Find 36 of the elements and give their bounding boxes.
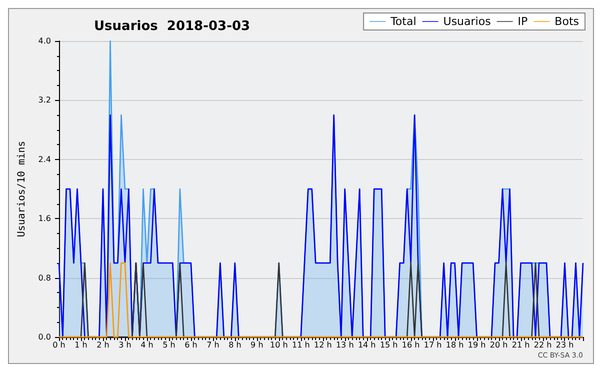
x-tick-label: 23 h <box>556 340 574 350</box>
y-tick-label: 4.0 <box>38 36 51 46</box>
x-tick-label: 2 h <box>96 340 110 350</box>
x-tick-label: 4 h <box>140 340 154 350</box>
x-tick-label: 18 h <box>446 340 464 350</box>
y-tick-label: 0.8 <box>38 273 51 282</box>
y-axis-title: Usuarios/10 mins <box>16 140 28 238</box>
y-tick-label: 3.2 <box>38 96 51 105</box>
x-tick-label: 10 h <box>270 340 288 350</box>
x-tick-label: 14 h <box>358 340 376 350</box>
x-tick-label: 12 h <box>314 340 332 350</box>
x-tick-label: 20 h <box>490 340 508 350</box>
y-tick-label: 1.6 <box>38 214 51 224</box>
x-tick-label: 0 h <box>52 340 66 350</box>
x-tick-label: 8 h <box>228 340 242 350</box>
legend-label: IP <box>518 15 528 28</box>
x-tick-label: 15 h <box>380 340 398 350</box>
y-tick-label: 0.0 <box>38 332 51 342</box>
x-tick-label: 11 h <box>292 340 310 350</box>
x-tick-label: 5 h <box>162 340 176 350</box>
x-tick-label: 16 h <box>402 340 420 350</box>
x-tick-label: 22 h <box>534 340 552 350</box>
x-tick-label: 17 h <box>424 340 442 350</box>
x-tick-label: 9 h <box>250 340 264 350</box>
x-tick-label: 19 h <box>468 340 486 350</box>
legend-label: Total <box>390 15 416 28</box>
x-tick-label: 13 h <box>336 340 354 350</box>
x-tick-label: 6 h <box>184 340 198 350</box>
legend-label: Bots <box>554 15 580 28</box>
chart-title: Usuarios 2018-03-03 <box>94 19 250 34</box>
x-tick-label: 3 h <box>118 340 132 350</box>
x-tick-label: 1 h <box>74 340 88 350</box>
legend-label: Usuarios <box>443 15 492 28</box>
x-tick-label: 7 h <box>206 340 220 350</box>
x-tick-label: 21 h <box>512 340 530 350</box>
y-tick-label: 2.4 <box>38 154 51 164</box>
